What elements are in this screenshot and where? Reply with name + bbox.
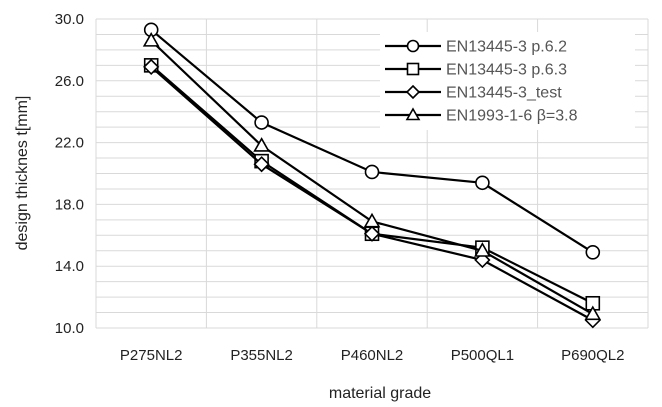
y-axis-title: design thicknes t[mm]: [14, 96, 31, 251]
diamond-marker: [474, 251, 491, 269]
legend-label: EN13445-3_test: [446, 85, 562, 102]
diamond-marker: [363, 225, 381, 242]
y-tick-labels: 10.0 14.0 18.0 22.0 26.0 30.0: [55, 11, 84, 337]
triangle-marker: [253, 137, 270, 152]
x-tick-label: P460NL2: [341, 347, 404, 364]
x-axis-title: material grade: [329, 385, 431, 402]
x-tick-label: P690QL2: [561, 347, 624, 364]
diamond-marker: [405, 84, 421, 100]
triangle-marker: [363, 212, 381, 228]
legend-label: EN13445-3 p.6.2: [446, 39, 567, 56]
circle-marker: [364, 164, 380, 180]
series-circle: [143, 22, 601, 260]
x-tick-label: P355NL2: [230, 347, 293, 364]
diamond-marker: [253, 156, 270, 173]
y-tick-label: 22.0: [55, 135, 84, 152]
triangle-marker: [584, 305, 602, 321]
series-diamond: [143, 58, 601, 329]
triangle-marker: [474, 242, 491, 257]
square-marker: [406, 62, 420, 76]
legend-entry: EN1993-1-6 β=3.8: [385, 107, 578, 125]
legend-label: EN13445-3 p.6.3: [446, 62, 567, 79]
legend: EN13445-3 p.6.2 EN13445-3 p.6.3 EN13445-3_…: [380, 32, 635, 130]
y-tick-label: 10.0: [55, 320, 84, 337]
y-tick-label: 14.0: [55, 258, 84, 275]
x-tick-labels: P275NL2 P355NL2 P460NL2 P500QL1 P690QL2: [120, 347, 625, 364]
legend-entry: EN13445-3 p.6.2: [385, 39, 567, 56]
circle-marker: [254, 115, 269, 130]
legend-label: EN1993-1-6 β=3.8: [446, 108, 578, 125]
series-triangle: [142, 32, 602, 321]
legend-background: [380, 32, 635, 130]
y-tick-label: 30.0: [55, 11, 84, 28]
circle-marker: [585, 244, 601, 260]
circle-marker: [406, 39, 420, 53]
y-tick-label: 18.0: [55, 196, 84, 213]
x-tick-label: P275NL2: [120, 347, 183, 364]
diamond-marker: [143, 58, 160, 76]
circle-marker: [475, 175, 490, 191]
triangle-marker: [405, 107, 421, 121]
legend-entry: EN13445-3_test: [385, 85, 562, 102]
triangle-marker: [142, 32, 160, 47]
data-series: [142, 22, 602, 329]
legend-entry: EN13445-3 p.6.3: [385, 62, 567, 79]
y-tick-label: 26.0: [55, 73, 84, 90]
x-tick-label: P500QL1: [451, 347, 514, 364]
